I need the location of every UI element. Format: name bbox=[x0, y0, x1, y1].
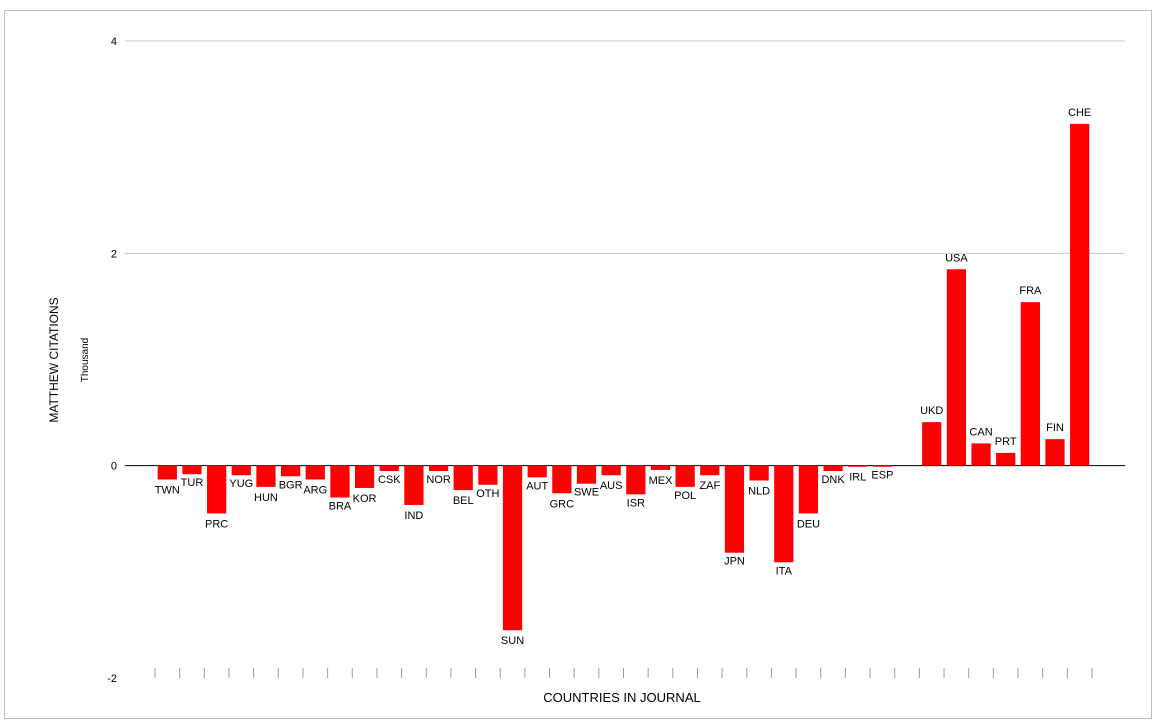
bar-label: JPN bbox=[724, 556, 745, 568]
bar bbox=[552, 465, 572, 494]
bar bbox=[404, 465, 424, 505]
bar-label: IRL bbox=[849, 472, 866, 484]
bar-label: BEL bbox=[453, 495, 474, 507]
bar-label: DNK bbox=[821, 474, 845, 486]
bar-label: UKD bbox=[920, 405, 943, 417]
bar bbox=[182, 465, 202, 475]
bar bbox=[848, 465, 868, 467]
bar-label: CSK bbox=[378, 474, 401, 486]
bar-label: BGR bbox=[279, 479, 303, 491]
bar bbox=[675, 465, 695, 487]
bar bbox=[626, 465, 646, 495]
bar bbox=[922, 422, 942, 466]
bar bbox=[823, 465, 843, 471]
bars bbox=[157, 123, 1090, 631]
bar-label: TWN bbox=[155, 484, 180, 496]
bar-label: OTH bbox=[476, 488, 499, 500]
bar-label: FRA bbox=[1019, 285, 1042, 297]
bar bbox=[527, 465, 547, 478]
bar-label: KOR bbox=[353, 493, 377, 505]
bar-label: ESP bbox=[871, 470, 893, 482]
bar bbox=[749, 465, 769, 481]
bar-label: PRT bbox=[995, 436, 1017, 448]
bar-label: DEU bbox=[797, 518, 820, 530]
outer-border bbox=[4, 10, 1152, 719]
y-tick-labels: -2 0 2 4 bbox=[107, 36, 117, 685]
bar bbox=[996, 452, 1016, 466]
bar-label: NOR bbox=[426, 474, 451, 486]
bar bbox=[774, 465, 794, 563]
bar-label: ITA bbox=[776, 565, 793, 577]
bar-label: USA bbox=[945, 252, 968, 264]
bar-label: SUN bbox=[501, 635, 524, 647]
bar bbox=[872, 465, 893, 467]
bar-label: NLD bbox=[748, 486, 770, 498]
bar bbox=[700, 465, 720, 476]
bar bbox=[478, 465, 498, 485]
bar-label: MEX bbox=[649, 475, 674, 487]
bar-label: AUS bbox=[600, 480, 623, 492]
bar bbox=[601, 465, 621, 476]
y-tick-label: 4 bbox=[111, 36, 117, 48]
bar bbox=[157, 465, 177, 480]
bar bbox=[231, 465, 251, 476]
bar bbox=[1070, 123, 1090, 466]
bar-label: CHE bbox=[1068, 107, 1091, 119]
bar-label: ZAF bbox=[699, 480, 720, 492]
bar bbox=[305, 465, 325, 480]
bar-label: PRC bbox=[205, 518, 228, 530]
bar bbox=[1020, 302, 1040, 466]
bar bbox=[502, 465, 523, 631]
bar-label: SWE bbox=[574, 487, 599, 499]
bar bbox=[724, 465, 745, 553]
bar-label: POL bbox=[674, 490, 696, 502]
y-tick-label: -2 bbox=[107, 673, 117, 685]
bar bbox=[256, 465, 276, 487]
y-tick-label: 2 bbox=[111, 248, 117, 260]
y-tick-label: 0 bbox=[111, 461, 117, 473]
bar-label: IND bbox=[404, 510, 423, 522]
bar-label: HUN bbox=[254, 492, 278, 504]
bar-label: YUG bbox=[229, 478, 253, 490]
bar-label: ARG bbox=[303, 484, 327, 496]
y-axis-unit: Thousand bbox=[80, 338, 91, 382]
bar-label: ISR bbox=[627, 497, 645, 509]
grid-lines bbox=[125, 40, 1125, 254]
bar bbox=[354, 465, 375, 488]
y-axis-label: MATTHEW CITATIONS bbox=[47, 297, 61, 422]
bar-label: BRA bbox=[329, 501, 352, 513]
bar bbox=[207, 465, 227, 514]
bar-label: TUR bbox=[181, 477, 204, 489]
bar-label: CAN bbox=[969, 426, 992, 438]
bar bbox=[428, 465, 449, 471]
bar-label: AUT bbox=[526, 480, 548, 492]
bar bbox=[576, 465, 597, 484]
bar bbox=[281, 465, 301, 477]
bar-label: GRC bbox=[550, 498, 575, 510]
bar bbox=[330, 465, 350, 498]
bar bbox=[971, 443, 991, 466]
bar bbox=[1045, 439, 1065, 466]
x-axis-label: COUNTRIES IN JOURNAL bbox=[543, 690, 700, 705]
bar bbox=[379, 465, 399, 471]
bar-label: FIN bbox=[1046, 422, 1064, 434]
bar bbox=[798, 465, 819, 514]
bar bbox=[453, 465, 473, 491]
bar bbox=[946, 269, 966, 466]
x-axis-ticks bbox=[154, 668, 1093, 678]
bar bbox=[650, 465, 671, 470]
